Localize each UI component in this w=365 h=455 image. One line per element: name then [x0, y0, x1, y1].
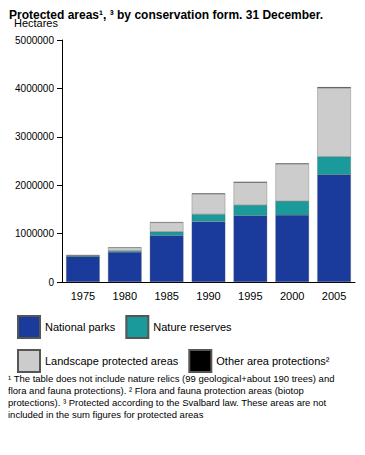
svg-text:1000000: 1000000 [15, 228, 54, 239]
svg-text:0: 0 [48, 277, 54, 288]
svg-text:protections). ³ Protected acco: protections). ³ Protected according to t… [8, 397, 329, 408]
svg-text:National parks: National parks [45, 321, 116, 333]
svg-text:Nature reserves: Nature reserves [153, 321, 232, 333]
svg-text:¹ The table does not include n: ¹ The table does not include nature reli… [8, 373, 337, 384]
svg-text:4000000: 4000000 [15, 83, 54, 94]
svg-text:Hectares: Hectares [14, 16, 58, 29]
svg-text:2000: 2000 [280, 290, 304, 302]
svg-text:1975: 1975 [71, 290, 95, 302]
svg-text:1995: 1995 [238, 290, 262, 302]
svg-text:Protected areas¹, ³ by conserv: Protected areas¹, ³ by conservation form… [9, 8, 323, 22]
svg-text:flora and fauna protections).: flora and fauna protections). ² Flora an… [8, 385, 306, 396]
svg-text:3000000: 3000000 [15, 131, 54, 142]
svg-text:1985: 1985 [154, 290, 178, 302]
svg-text:2000000: 2000000 [15, 180, 54, 191]
svg-text:included in the sum figures fo: included in the sum figures for protecte… [8, 409, 204, 420]
svg-text:1980: 1980 [113, 290, 137, 302]
svg-text:Other area protections²: Other area protections² [216, 355, 329, 367]
svg-text:2005: 2005 [322, 290, 346, 302]
svg-text:Landscape protected areas: Landscape protected areas [45, 355, 179, 367]
svg-text:5000000: 5000000 [15, 35, 54, 46]
svg-text:1990: 1990 [196, 290, 220, 302]
